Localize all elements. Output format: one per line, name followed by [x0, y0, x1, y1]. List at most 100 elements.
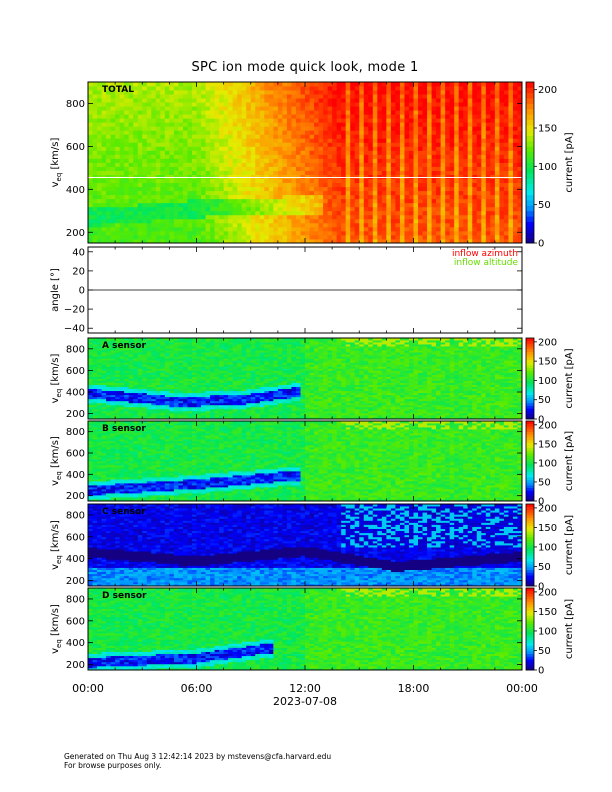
heatmap-cell [278, 235, 283, 239]
heatmap-cell [395, 86, 400, 90]
heatmap-cell [224, 207, 229, 211]
colorbar-segment [526, 173, 534, 179]
heatmap-cell [423, 207, 428, 211]
heatmap-cell [269, 110, 274, 114]
heatmap-cell [242, 146, 247, 150]
heatmap-cell [151, 179, 156, 183]
heatmap-cell [477, 130, 482, 134]
heatmap-cell [386, 223, 391, 227]
heatmap-cell [156, 138, 161, 142]
heatmap-cell [445, 163, 450, 167]
heatmap-cell [206, 134, 211, 138]
heatmap-cell [165, 223, 170, 227]
heatmap-cell [228, 86, 233, 90]
heatmap-cell [120, 98, 125, 102]
heatmap-cell [278, 158, 283, 162]
heatmap-cell [102, 207, 107, 211]
heatmap-cell [178, 114, 183, 118]
heatmap-cell [441, 203, 446, 207]
heatmap-cell [332, 211, 337, 215]
heatmap-cell [251, 150, 256, 154]
heatmap-cell [468, 215, 473, 219]
y-tick-label: −40 [64, 324, 85, 335]
heatmap-cell [481, 195, 486, 199]
heatmap-cell [459, 231, 464, 235]
heatmap-cell [319, 102, 324, 106]
heatmap-cell [93, 102, 98, 106]
heatmap-cell [106, 146, 111, 150]
heatmap-cell [224, 126, 229, 130]
heatmap-cell [97, 98, 102, 102]
heatmap-cell [197, 142, 202, 146]
heatmap-cell [377, 134, 382, 138]
heatmap-cell [197, 199, 202, 203]
heatmap-cell [115, 187, 120, 191]
heatmap-cell [409, 122, 414, 126]
heatmap-cell [350, 150, 355, 154]
heatmap-cell [264, 171, 269, 175]
heatmap-cell [120, 235, 125, 239]
heatmap-cell [305, 138, 310, 142]
heatmap-cell [441, 146, 446, 150]
heatmap-cell [404, 146, 409, 150]
heatmap-cell [260, 175, 265, 179]
heatmap-cell [210, 215, 215, 219]
heatmap-cell [400, 215, 405, 219]
heatmap-cell [120, 130, 125, 134]
heatmap-cell [364, 183, 369, 187]
heatmap-cell [513, 227, 518, 231]
heatmap-cell [328, 215, 333, 219]
heatmap-cell [264, 235, 269, 239]
heatmap-cell [233, 171, 238, 175]
heatmap-cell [287, 215, 292, 219]
heatmap-cell [160, 154, 165, 158]
heatmap-cell [508, 223, 513, 227]
heatmap-cell [481, 235, 486, 239]
heatmap-cell [481, 175, 486, 179]
heatmap-cell [368, 82, 373, 86]
heatmap-cell [197, 175, 202, 179]
heatmap-cell [160, 142, 165, 146]
heatmap-cell [341, 163, 346, 167]
heatmap-cell [436, 94, 441, 98]
heatmap-cell [490, 142, 495, 146]
heatmap-cell [459, 110, 464, 114]
heatmap-cell [156, 187, 161, 191]
heatmap-cell [215, 134, 220, 138]
heatmap-cell [147, 86, 152, 90]
heatmap-cell [233, 150, 238, 154]
heatmap-cell [169, 146, 174, 150]
heatmap-cell [206, 191, 211, 195]
heatmap-cell [242, 211, 247, 215]
heatmap-cell [197, 150, 202, 154]
heatmap-cell [210, 195, 215, 199]
heatmap-cell [233, 223, 238, 227]
heatmap-cell [364, 142, 369, 146]
heatmap-cell [97, 150, 102, 154]
heatmap-cell [115, 223, 120, 227]
heatmap-cell [418, 86, 423, 90]
heatmap-cell [346, 199, 351, 203]
heatmap-cell [300, 158, 305, 162]
heatmap-cell [142, 191, 147, 195]
heatmap-cell [278, 175, 283, 179]
heatmap-cell [201, 102, 206, 106]
heatmap-cell [233, 118, 238, 122]
heatmap-cell [472, 183, 477, 187]
heatmap-cell [106, 163, 111, 167]
heatmap-cell [395, 150, 400, 154]
heatmap-cell [423, 219, 428, 223]
heatmap-cell [142, 235, 147, 239]
heatmap-cell [341, 211, 346, 215]
heatmap-cell [296, 227, 301, 231]
heatmap-cell [178, 110, 183, 114]
heatmap-cell [269, 154, 274, 158]
heatmap-cell [210, 223, 215, 227]
heatmap-cell [391, 158, 396, 162]
heatmap-cell [133, 86, 138, 90]
heatmap-cell [88, 183, 93, 187]
heatmap-cell [499, 171, 504, 175]
heatmap-cell [450, 211, 455, 215]
heatmap-cell [300, 130, 305, 134]
heatmap-cell [178, 175, 183, 179]
